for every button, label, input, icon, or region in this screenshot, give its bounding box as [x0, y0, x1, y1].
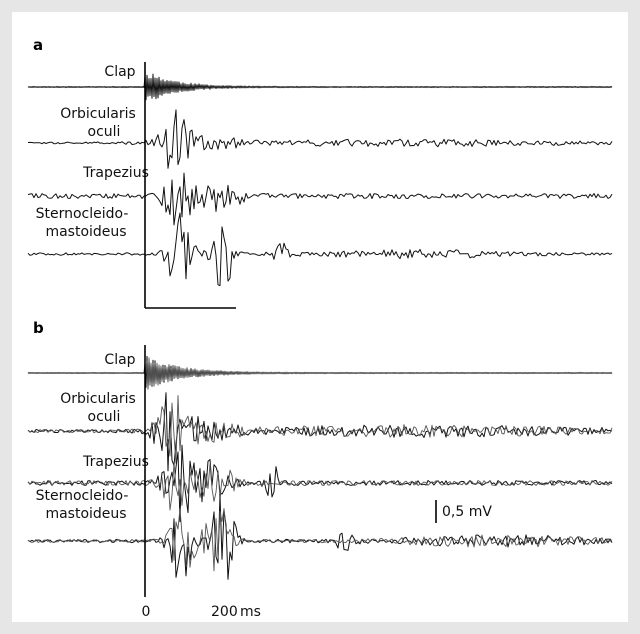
panel-a: a Clap Orbicularis oculi Trapezius Stern… — [27, 36, 613, 309]
time-axis-start-label: 0 — [142, 604, 151, 620]
panel-b-letter: b — [33, 319, 44, 337]
panel-a-letter: a — [33, 36, 43, 54]
panel-b-orbicularis-trace-overlay — [27, 394, 613, 464]
panel-a-clap-trace — [27, 73, 613, 101]
panel-a-sternocleido-trace — [27, 212, 613, 287]
voltage-scale-label: 0,5 mV — [442, 504, 492, 520]
panel-b-orbicularis-label: Orbicularis — [60, 391, 136, 407]
panel-b: b Clap Orbicularis oculi Trapezius Stern… — [27, 319, 613, 620]
panel-b-trapezius-trace-overlay — [27, 462, 613, 511]
panel-a-orbicularis-trace — [27, 109, 613, 169]
panel-b-clap-label: Clap — [104, 352, 135, 368]
panel-a-clap-label: Clap — [104, 64, 135, 80]
panel-a-sternocleido-label: Sternocleido- — [36, 206, 129, 222]
panel-b-clap-trace-overlay — [27, 357, 613, 390]
figure-panel — [12, 12, 628, 622]
time-axis-end-label: 200 — [211, 604, 238, 620]
panel-b-trapezius-label: Trapezius — [82, 454, 149, 470]
panel-a-trapezius-trace — [27, 172, 613, 226]
time-axis-unit-label: ms — [240, 604, 261, 620]
panel-b-oculi-label: oculi — [88, 409, 121, 425]
panel-b-orbicularis-trace — [27, 392, 613, 472]
panel-b-mastoideus-label: mastoideus — [45, 506, 126, 522]
panel-a-trapezius-label: Trapezius — [82, 165, 149, 181]
panel-a-oculi-label: oculi — [88, 124, 121, 140]
panel-b-sternocleido-trace-overlay — [27, 508, 613, 572]
panel-a-mastoideus-label: mastoideus — [45, 224, 126, 240]
panel-a-orbicularis-label: Orbicularis — [60, 106, 136, 122]
panel-b-sternocleido-label: Sternocleido- — [36, 488, 129, 504]
